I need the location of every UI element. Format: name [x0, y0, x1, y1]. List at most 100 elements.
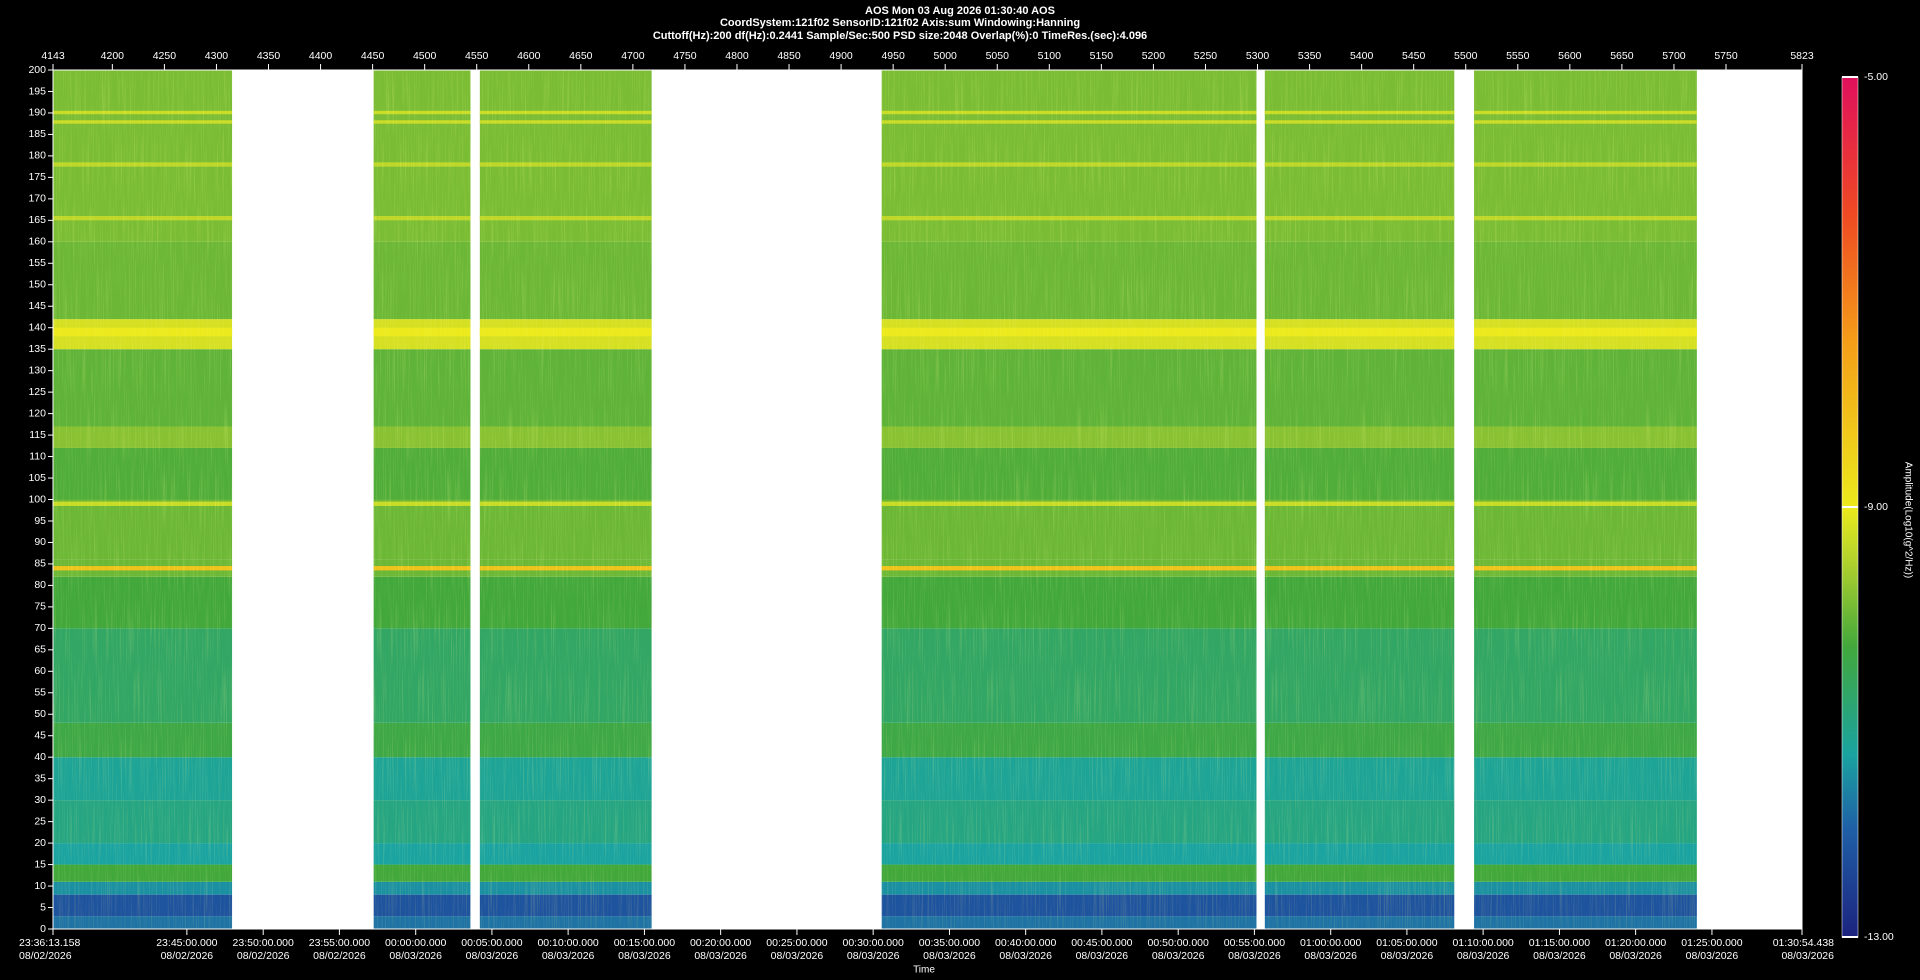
y-tick-label: 170: [28, 193, 46, 205]
x-tick-label: 4600: [517, 50, 541, 62]
x-tick-label: 4900: [829, 50, 853, 62]
y-tick-label: 80: [34, 579, 46, 591]
x-tick-label: 5100: [1038, 50, 1062, 62]
x2-tick-date: 08/02/2026: [237, 950, 290, 962]
x-tick-label: 4750: [673, 50, 697, 62]
y-tick-label: 75: [34, 601, 46, 613]
y-tick-label: 200: [28, 64, 46, 76]
y-tick-label: 50: [34, 708, 46, 720]
x2-tick-label: 01:00:00.000: [1300, 937, 1361, 949]
x-tick-label: 4550: [465, 50, 489, 62]
x2-tick-label: 00:50:00.000: [1148, 937, 1209, 949]
y-tick-label: 100: [28, 493, 46, 505]
y-tick-label: 180: [28, 150, 46, 162]
x2-tick-date: 08/02/2026: [313, 950, 366, 962]
x-tick-label: 5600: [1558, 50, 1582, 62]
colorbar-label: Amplitude(Log10(g^2/Hz)): [1902, 462, 1913, 578]
x2-tick-date: 08/03/2026: [1076, 950, 1129, 962]
x2-tick-date: 08/03/2026: [1304, 950, 1357, 962]
x2-tick-label: 00:55:00.000: [1224, 937, 1285, 949]
x-tick-label: 4650: [569, 50, 593, 62]
y-tick-label: 160: [28, 236, 46, 248]
x2-tick-label: 00:25:00.000: [766, 937, 827, 949]
x2-tick-label: 01:20:00.000: [1605, 937, 1666, 949]
x2-tick-date: 08/03/2026: [1781, 950, 1834, 962]
subtitle: Cuttoff(Hz):200 df(Hz):0.2441 Sample/Sec…: [653, 30, 1147, 42]
x2-tick-label: 01:15:00.000: [1529, 937, 1590, 949]
x-tick-label: 5750: [1714, 50, 1738, 62]
texture: [479, 70, 652, 929]
spectrogram: [53, 70, 1697, 929]
y-tick-label: 150: [28, 279, 46, 291]
y-tick-label: 85: [34, 558, 46, 570]
x-tick-label: 4250: [153, 50, 177, 62]
y-tick-label: 130: [28, 364, 46, 376]
x2-tick-date: 08/03/2026: [1152, 950, 1205, 962]
x2-tick-label: 23:45:00.000: [156, 937, 217, 949]
y-tick-label: 105: [28, 472, 46, 484]
x2-tick-label: 00:40:00.000: [995, 937, 1056, 949]
x2-tick-label: 01:25:00.000: [1681, 937, 1742, 949]
x-tick-label: 4200: [101, 50, 125, 62]
y-tick-label: 115: [29, 429, 46, 441]
y-tick-label: 25: [34, 815, 46, 827]
x2-tick-label: 00:05:00.000: [461, 937, 522, 949]
y-tick-label: 120: [28, 407, 46, 419]
y-tick-label: 60: [34, 665, 46, 677]
plot-frame: [52, 69, 1803, 930]
y-tick-label: 10: [34, 880, 46, 892]
x-tick-label: 5150: [1090, 50, 1114, 62]
x2-tick-date: 08/03/2026: [542, 950, 595, 962]
x-tick-label: 4700: [621, 50, 645, 62]
y-tick-label: 45: [34, 730, 46, 742]
x2-tick-date: 08/03/2026: [1457, 950, 1510, 962]
y-tick-label: 15: [34, 858, 46, 870]
x2-tick-label: 00:00:00.000: [385, 937, 446, 949]
x2-tick-label: 00:20:00.000: [690, 937, 751, 949]
y-tick-label: 35: [34, 772, 46, 784]
x2-tick-date: 08/03/2026: [1609, 950, 1662, 962]
title: AOS Mon 03 Aug 2026 01:30:40 AOS: [865, 5, 1055, 17]
y-tick-label: 70: [34, 622, 46, 634]
x2-tick-label: 00:30:00.000: [842, 937, 903, 949]
texture: [881, 70, 1257, 929]
x2-tick-label: 23:50:00.000: [233, 937, 294, 949]
texture: [1474, 70, 1697, 929]
x-tick-label: 4450: [361, 50, 385, 62]
y-tick-label: 40: [34, 751, 46, 763]
x2-tick-label: 01:10:00.000: [1452, 937, 1513, 949]
y-tick-label: 125: [28, 386, 46, 398]
x-axis-label: Time: [913, 965, 935, 976]
x2-tick-label: 23:55:00.000: [309, 937, 370, 949]
y-tick-label: 175: [28, 171, 46, 183]
texture: [53, 70, 233, 929]
texture: [373, 70, 471, 929]
y-tick-label: 135: [28, 343, 46, 355]
x-tick-label: 4143: [41, 50, 65, 62]
x-tick-label: 4500: [413, 50, 437, 62]
y-tick-label: 195: [28, 85, 46, 97]
x-tick-label: 5550: [1506, 50, 1530, 62]
x2-tick-date: 08/03/2026: [771, 950, 824, 962]
x2-tick-date: 08/03/2026: [847, 950, 900, 962]
x2-tick-date: 08/02/2026: [161, 950, 214, 962]
x-tick-label: 5300: [1246, 50, 1270, 62]
x-tick-label: 5000: [934, 50, 958, 62]
x2-tick-label: 00:15:00.000: [614, 937, 675, 949]
colorbar-tick-label: -9.00: [1864, 501, 1888, 513]
x-tick-label: 4400: [309, 50, 333, 62]
x2-tick-label: 23:36:13.158: [19, 937, 80, 949]
x-tick-label: 5650: [1610, 50, 1634, 62]
x2-tick-date: 08/03/2026: [1228, 950, 1281, 962]
x-tick-label: 5250: [1194, 50, 1218, 62]
colorbar-tick-label: -5.00: [1864, 71, 1888, 83]
y-tick-label: 5: [40, 901, 46, 913]
y-tick-label: 65: [34, 644, 46, 656]
y-tick-label: 20: [34, 837, 46, 849]
x-tick-label: 4300: [205, 50, 229, 62]
y-tick-label: 95: [34, 515, 46, 527]
x-tick-label: 5500: [1454, 50, 1478, 62]
x-tick-label: 5050: [986, 50, 1010, 62]
